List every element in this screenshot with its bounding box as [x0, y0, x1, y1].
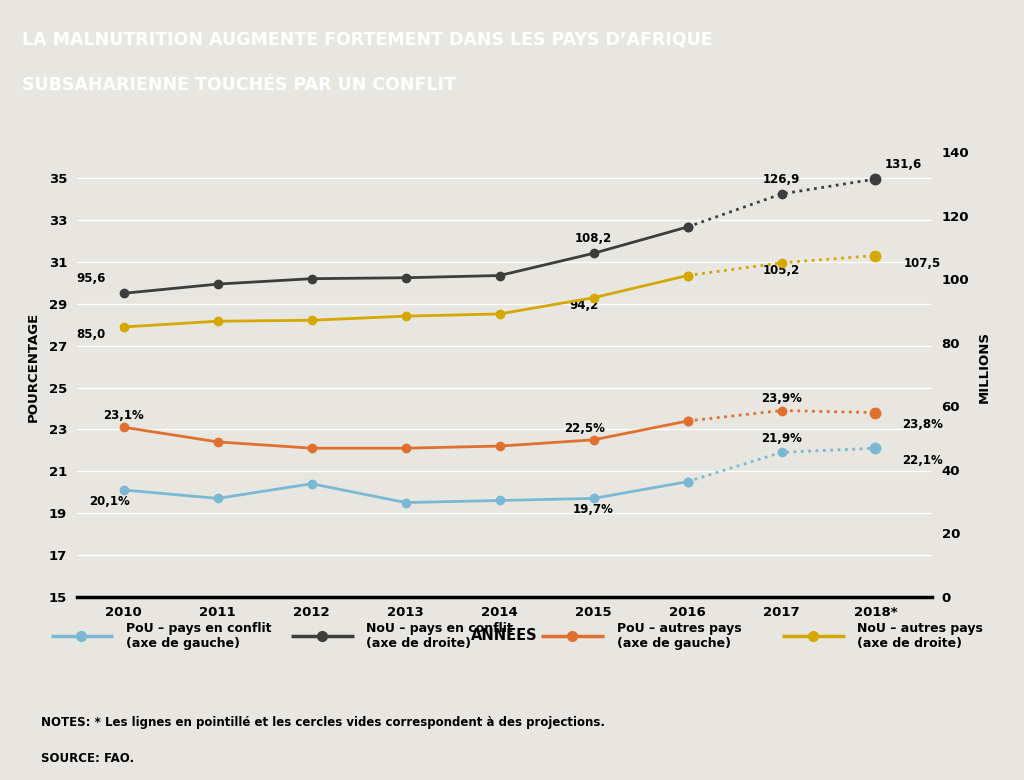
Text: 108,2: 108,2 — [574, 232, 612, 246]
Text: 22,5%: 22,5% — [564, 421, 604, 434]
Text: 105,2: 105,2 — [763, 264, 800, 277]
Text: 23,1%: 23,1% — [103, 409, 144, 422]
Y-axis label: POURCENTAGE: POURCENTAGE — [28, 311, 40, 422]
Text: 85,0: 85,0 — [76, 328, 105, 341]
Text: 22,1%: 22,1% — [902, 454, 943, 467]
Text: 107,5: 107,5 — [904, 257, 941, 270]
Text: SUBSAHARIENNE TOUCHÉS PAR UN CONFLIT: SUBSAHARIENNE TOUCHÉS PAR UN CONFLIT — [23, 76, 457, 94]
Text: 95,6: 95,6 — [76, 272, 105, 285]
Text: NoU – autres pays
(axe de droite): NoU – autres pays (axe de droite) — [857, 622, 983, 651]
Text: 23,8%: 23,8% — [902, 418, 943, 431]
Text: 94,2: 94,2 — [569, 299, 599, 312]
Text: 19,7%: 19,7% — [573, 503, 614, 516]
X-axis label: ANNÉES: ANNÉES — [471, 628, 538, 643]
Text: 126,9: 126,9 — [763, 173, 800, 186]
Text: LA MALNUTRITION AUGMENTE FORTEMENT DANS LES PAYS D’AFRIQUE: LA MALNUTRITION AUGMENTE FORTEMENT DANS … — [23, 31, 713, 49]
Text: PoU – pays en conflit
(axe de gauche): PoU – pays en conflit (axe de gauche) — [126, 622, 271, 651]
Text: 131,6: 131,6 — [885, 158, 923, 171]
Text: 20,1%: 20,1% — [89, 495, 130, 508]
Text: 23,9%: 23,9% — [761, 392, 802, 406]
Text: NOTES: * Les lignes en pointillé et les cercles vides correspondent à des projec: NOTES: * Les lignes en pointillé et les … — [41, 716, 605, 729]
Text: SOURCE: FAO.: SOURCE: FAO. — [41, 752, 134, 764]
Text: 21,9%: 21,9% — [761, 432, 802, 445]
Text: NoU – pays en conflit
(axe de droite): NoU – pays en conflit (axe de droite) — [367, 622, 513, 651]
Y-axis label: MILLIONS: MILLIONS — [978, 331, 990, 402]
Text: PoU – autres pays
(axe de gauche): PoU – autres pays (axe de gauche) — [616, 622, 741, 651]
